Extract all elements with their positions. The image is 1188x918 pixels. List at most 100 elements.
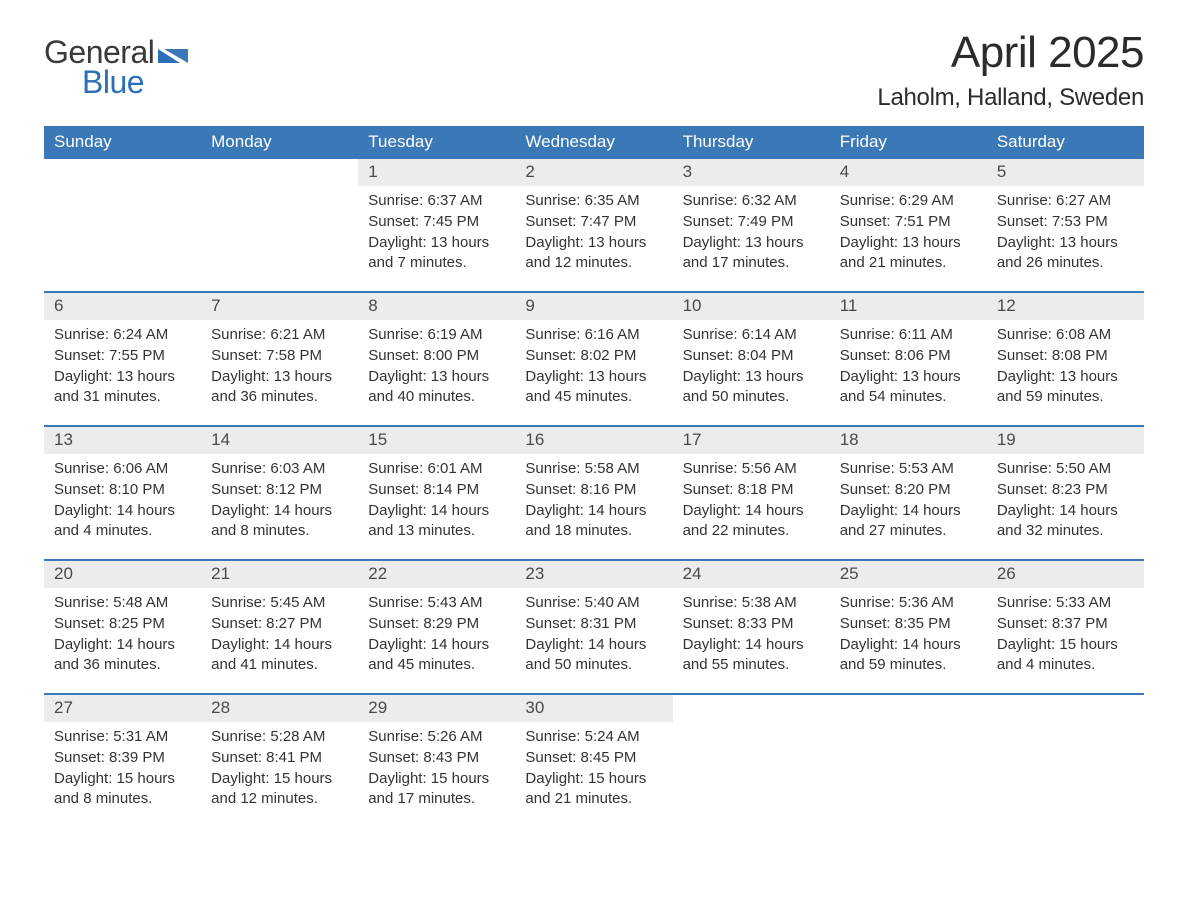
- sunset-line: Sunset: 8:10 PM: [54, 480, 191, 500]
- sunset-line: Sunset: 7:51 PM: [840, 212, 977, 232]
- day-number: 29: [358, 695, 515, 722]
- sunrise-line: Sunrise: 6:03 AM: [211, 459, 348, 479]
- daylight-line: Daylight: 15 hours and 4 minutes.: [997, 635, 1134, 675]
- day-info: Sunrise: 6:24 AMSunset: 7:55 PMDaylight:…: [44, 320, 201, 406]
- daylight-line: Daylight: 13 hours and 21 minutes.: [840, 233, 977, 273]
- day-cell: 30Sunrise: 5:24 AMSunset: 8:45 PMDayligh…: [515, 695, 672, 813]
- daylight-line: Daylight: 13 hours and 59 minutes.: [997, 367, 1134, 407]
- day-cell: 20Sunrise: 5:48 AMSunset: 8:25 PMDayligh…: [44, 561, 201, 679]
- sunset-line: Sunset: 8:25 PM: [54, 614, 191, 634]
- day-number: 26: [987, 561, 1144, 588]
- day-header: Sunday: [44, 126, 201, 159]
- day-number: 1: [358, 159, 515, 186]
- day-number: 18: [830, 427, 987, 454]
- sunrise-line: Sunrise: 5:38 AM: [683, 593, 820, 613]
- day-info: Sunrise: 5:36 AMSunset: 8:35 PMDaylight:…: [830, 588, 987, 674]
- day-info: Sunrise: 5:58 AMSunset: 8:16 PMDaylight:…: [515, 454, 672, 540]
- sunrise-line: Sunrise: 5:45 AM: [211, 593, 348, 613]
- day-info: Sunrise: 5:38 AMSunset: 8:33 PMDaylight:…: [673, 588, 830, 674]
- day-cell: 24Sunrise: 5:38 AMSunset: 8:33 PMDayligh…: [673, 561, 830, 679]
- header: General Blue April 2025 Laholm, Halland,…: [44, 28, 1144, 112]
- day-cell: [44, 159, 201, 277]
- daylight-line: Daylight: 13 hours and 45 minutes.: [525, 367, 662, 407]
- day-number: 27: [44, 695, 201, 722]
- day-header: Wednesday: [515, 126, 672, 159]
- sunset-line: Sunset: 8:20 PM: [840, 480, 977, 500]
- sunrise-line: Sunrise: 6:14 AM: [683, 325, 820, 345]
- sunset-line: Sunset: 8:14 PM: [368, 480, 505, 500]
- day-number: 11: [830, 293, 987, 320]
- daylight-line: Daylight: 15 hours and 21 minutes.: [525, 769, 662, 809]
- week-row: 13Sunrise: 6:06 AMSunset: 8:10 PMDayligh…: [44, 425, 1144, 545]
- sunrise-line: Sunrise: 5:58 AM: [525, 459, 662, 479]
- daylight-line: Daylight: 13 hours and 36 minutes.: [211, 367, 348, 407]
- day-number: 17: [673, 427, 830, 454]
- day-info: Sunrise: 5:40 AMSunset: 8:31 PMDaylight:…: [515, 588, 672, 674]
- day-number: 16: [515, 427, 672, 454]
- day-number: 3: [673, 159, 830, 186]
- daylight-line: Daylight: 14 hours and 36 minutes.: [54, 635, 191, 675]
- day-info: Sunrise: 6:27 AMSunset: 7:53 PMDaylight:…: [987, 186, 1144, 272]
- day-cell: 5Sunrise: 6:27 AMSunset: 7:53 PMDaylight…: [987, 159, 1144, 277]
- location: Laholm, Halland, Sweden: [877, 84, 1144, 112]
- day-cell: 29Sunrise: 5:26 AMSunset: 8:43 PMDayligh…: [358, 695, 515, 813]
- sunrise-line: Sunrise: 5:50 AM: [997, 459, 1134, 479]
- daylight-line: Daylight: 15 hours and 8 minutes.: [54, 769, 191, 809]
- daylight-line: Daylight: 14 hours and 55 minutes.: [683, 635, 820, 675]
- daylight-line: Daylight: 14 hours and 18 minutes.: [525, 501, 662, 541]
- daylight-line: Daylight: 15 hours and 12 minutes.: [211, 769, 348, 809]
- sunset-line: Sunset: 8:31 PM: [525, 614, 662, 634]
- day-cell: 8Sunrise: 6:19 AMSunset: 8:00 PMDaylight…: [358, 293, 515, 411]
- sunset-line: Sunset: 8:39 PM: [54, 748, 191, 768]
- day-cell: 23Sunrise: 5:40 AMSunset: 8:31 PMDayligh…: [515, 561, 672, 679]
- day-info: Sunrise: 5:43 AMSunset: 8:29 PMDaylight:…: [358, 588, 515, 674]
- day-info: Sunrise: 5:24 AMSunset: 8:45 PMDaylight:…: [515, 722, 672, 808]
- sunset-line: Sunset: 7:55 PM: [54, 346, 191, 366]
- day-number: 4: [830, 159, 987, 186]
- daylight-line: Daylight: 13 hours and 12 minutes.: [525, 233, 662, 273]
- day-cell: 10Sunrise: 6:14 AMSunset: 8:04 PMDayligh…: [673, 293, 830, 411]
- day-number: 15: [358, 427, 515, 454]
- sunset-line: Sunset: 8:16 PM: [525, 480, 662, 500]
- day-cell: 9Sunrise: 6:16 AMSunset: 8:02 PMDaylight…: [515, 293, 672, 411]
- day-info: Sunrise: 6:19 AMSunset: 8:00 PMDaylight:…: [358, 320, 515, 406]
- daylight-line: Daylight: 13 hours and 7 minutes.: [368, 233, 505, 273]
- day-number: 10: [673, 293, 830, 320]
- day-info: Sunrise: 6:08 AMSunset: 8:08 PMDaylight:…: [987, 320, 1144, 406]
- day-cell: 18Sunrise: 5:53 AMSunset: 8:20 PMDayligh…: [830, 427, 987, 545]
- week-row: 1Sunrise: 6:37 AMSunset: 7:45 PMDaylight…: [44, 159, 1144, 277]
- sunset-line: Sunset: 8:04 PM: [683, 346, 820, 366]
- sunset-line: Sunset: 8:06 PM: [840, 346, 977, 366]
- day-cell: 17Sunrise: 5:56 AMSunset: 8:18 PMDayligh…: [673, 427, 830, 545]
- day-cell: [987, 695, 1144, 813]
- day-header: Monday: [201, 126, 358, 159]
- daylight-line: Daylight: 13 hours and 17 minutes.: [683, 233, 820, 273]
- sunset-line: Sunset: 8:41 PM: [211, 748, 348, 768]
- day-info: Sunrise: 5:45 AMSunset: 8:27 PMDaylight:…: [201, 588, 358, 674]
- sunset-line: Sunset: 8:18 PM: [683, 480, 820, 500]
- day-number: 30: [515, 695, 672, 722]
- daylight-line: Daylight: 13 hours and 26 minutes.: [997, 233, 1134, 273]
- week-row: 20Sunrise: 5:48 AMSunset: 8:25 PMDayligh…: [44, 559, 1144, 679]
- sunrise-line: Sunrise: 5:48 AM: [54, 593, 191, 613]
- sunset-line: Sunset: 8:45 PM: [525, 748, 662, 768]
- day-info: Sunrise: 5:33 AMSunset: 8:37 PMDaylight:…: [987, 588, 1144, 674]
- sunrise-line: Sunrise: 6:06 AM: [54, 459, 191, 479]
- day-cell: 2Sunrise: 6:35 AMSunset: 7:47 PMDaylight…: [515, 159, 672, 277]
- logo-text-bottom: Blue: [44, 66, 188, 98]
- day-cell: [830, 695, 987, 813]
- day-cell: 6Sunrise: 6:24 AMSunset: 7:55 PMDaylight…: [44, 293, 201, 411]
- day-info: Sunrise: 6:14 AMSunset: 8:04 PMDaylight:…: [673, 320, 830, 406]
- day-cell: 26Sunrise: 5:33 AMSunset: 8:37 PMDayligh…: [987, 561, 1144, 679]
- day-cell: 25Sunrise: 5:36 AMSunset: 8:35 PMDayligh…: [830, 561, 987, 679]
- day-cell: 14Sunrise: 6:03 AMSunset: 8:12 PMDayligh…: [201, 427, 358, 545]
- day-cell: 7Sunrise: 6:21 AMSunset: 7:58 PMDaylight…: [201, 293, 358, 411]
- day-info: Sunrise: 6:29 AMSunset: 7:51 PMDaylight:…: [830, 186, 987, 272]
- sunrise-line: Sunrise: 6:24 AM: [54, 325, 191, 345]
- sunset-line: Sunset: 8:00 PM: [368, 346, 505, 366]
- logo: General Blue: [44, 28, 188, 98]
- daylight-line: Daylight: 14 hours and 4 minutes.: [54, 501, 191, 541]
- week-row: 6Sunrise: 6:24 AMSunset: 7:55 PMDaylight…: [44, 291, 1144, 411]
- day-number: 23: [515, 561, 672, 588]
- day-info: Sunrise: 6:03 AMSunset: 8:12 PMDaylight:…: [201, 454, 358, 540]
